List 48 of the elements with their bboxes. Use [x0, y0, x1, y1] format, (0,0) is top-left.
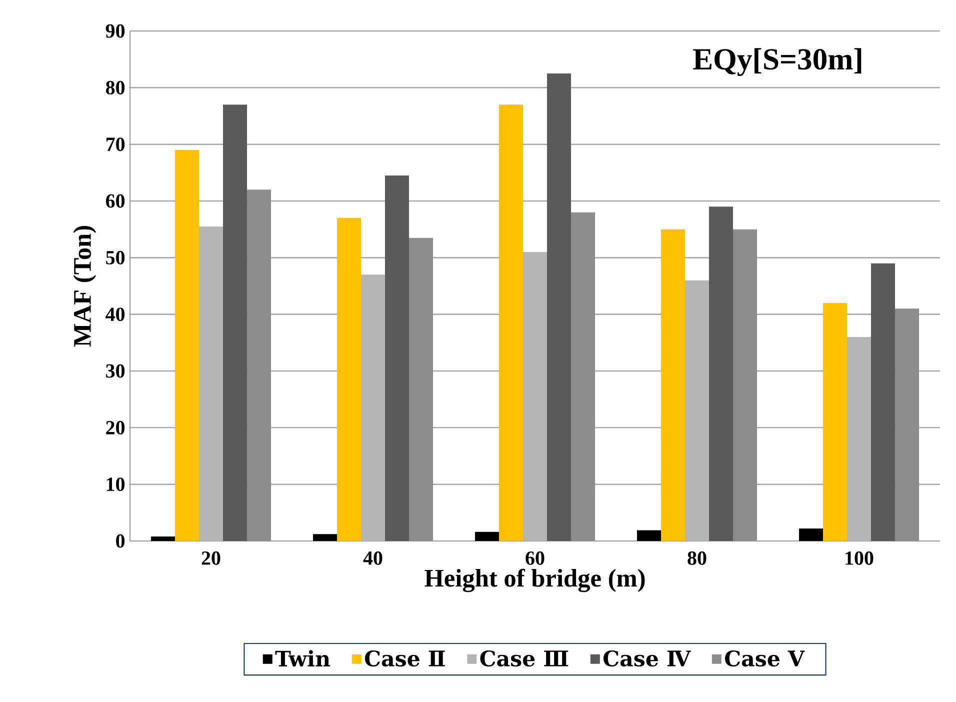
bar [247, 190, 272, 541]
bar [661, 229, 686, 541]
bar [409, 238, 434, 541]
x-tick-label: 100 [846, 551, 874, 565]
bar [799, 528, 823, 541]
y-tick-label: 20 [106, 420, 125, 434]
bar [709, 206, 733, 541]
legend-label: Twin [275, 650, 330, 666]
x-tick-label: 80 [688, 551, 706, 565]
y-tick-label: 50 [106, 250, 125, 264]
x-tick-label: 60 [526, 551, 544, 565]
legend-label: Case Ⅳ [603, 650, 691, 666]
x-tick-label: 20 [202, 551, 220, 565]
y-axis-title: MAF (Ton) [73, 226, 96, 347]
bar [337, 218, 362, 541]
bar [547, 73, 571, 541]
bar [499, 104, 524, 541]
bar [637, 530, 662, 541]
y-tick-label: 0 [116, 534, 125, 548]
bar [823, 302, 848, 541]
bar [175, 150, 200, 541]
bar [733, 229, 757, 541]
y-tick-label: 10 [106, 478, 125, 492]
legend-label: Case Ⅱ [364, 650, 445, 666]
legend-label: Case Ⅴ [724, 650, 805, 666]
bar [199, 226, 224, 541]
x-axis-title: Height of bridge (m) [424, 568, 645, 592]
y-tick-label: 60 [106, 194, 125, 208]
bar [523, 252, 547, 541]
bar [571, 212, 596, 541]
y-tick-label: 30 [106, 364, 125, 378]
bar [223, 104, 248, 541]
y-tick-label: 90 [106, 24, 125, 38]
bar [385, 175, 410, 541]
bar [151, 536, 176, 541]
y-tick-label: 40 [106, 308, 125, 322]
bar [847, 336, 872, 541]
bar [871, 263, 896, 541]
y-tick-label: 70 [106, 138, 125, 152]
bar [361, 274, 386, 541]
y-tick-label: 80 [106, 80, 125, 94]
bar [685, 280, 710, 541]
bar [895, 308, 919, 541]
text: EQy[S=30m] [693, 48, 862, 76]
bar [475, 532, 500, 541]
bar [313, 534, 338, 541]
legend-label: Case Ⅲ [480, 650, 568, 666]
x-tick-label: 40 [363, 551, 382, 565]
